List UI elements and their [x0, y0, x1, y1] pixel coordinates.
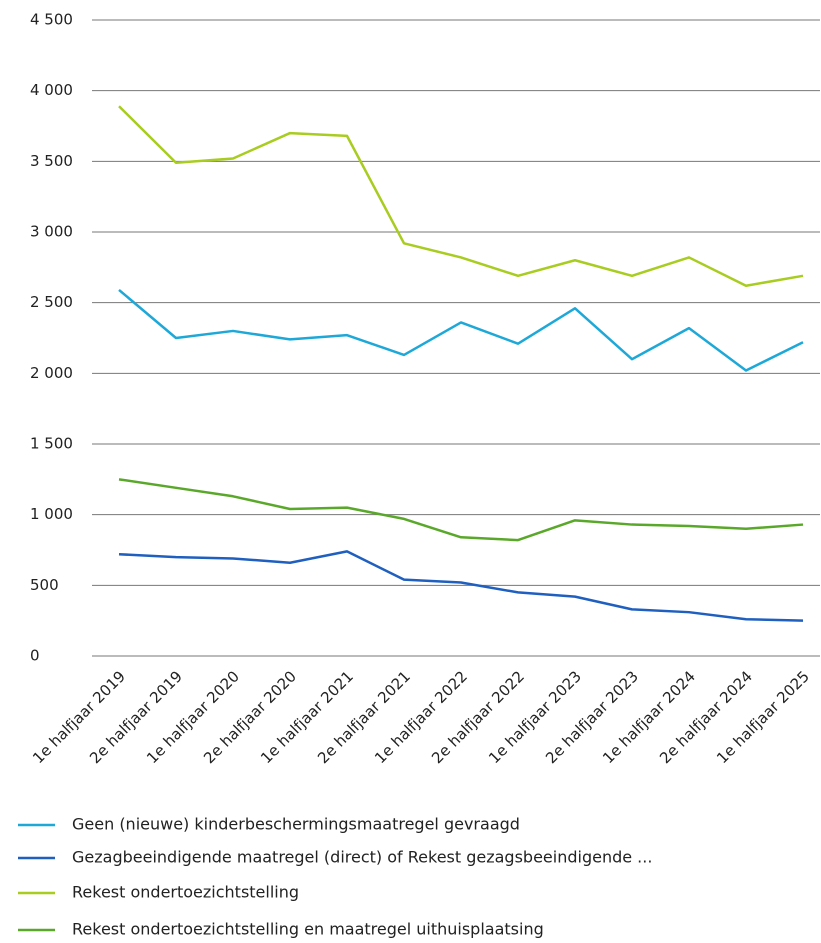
y-tick-label: 500 [30, 576, 59, 594]
y-tick-label: 1 500 [30, 435, 73, 453]
y-tick-label: 4 500 [30, 11, 73, 29]
legend-label: Gezagbeeindigende maatregel (direct) of … [72, 848, 652, 867]
y-tick-label: 3 500 [30, 152, 73, 170]
series-line [118, 105, 804, 287]
y-tick-label: 3 000 [30, 223, 73, 241]
legend-label: Rekest ondertoezichtstelling [72, 883, 299, 902]
series-line [118, 288, 804, 372]
y-tick-label: 2 500 [30, 293, 73, 311]
y-tick-label: 4 000 [30, 81, 73, 99]
series-line [118, 550, 804, 622]
y-tick-label: 2 000 [30, 364, 73, 382]
x-tick-label: 1e halfjaar 2019 [29, 667, 129, 767]
series-line [118, 478, 804, 542]
legend-label: Geen (nieuwe) kinderbeschermingsmaatrege… [72, 815, 520, 834]
legend-label: Rekest ondertoezichtstelling en maatrege… [72, 920, 544, 939]
y-tick-label: 0 [30, 647, 40, 665]
y-tick-label: 1 000 [30, 505, 73, 523]
